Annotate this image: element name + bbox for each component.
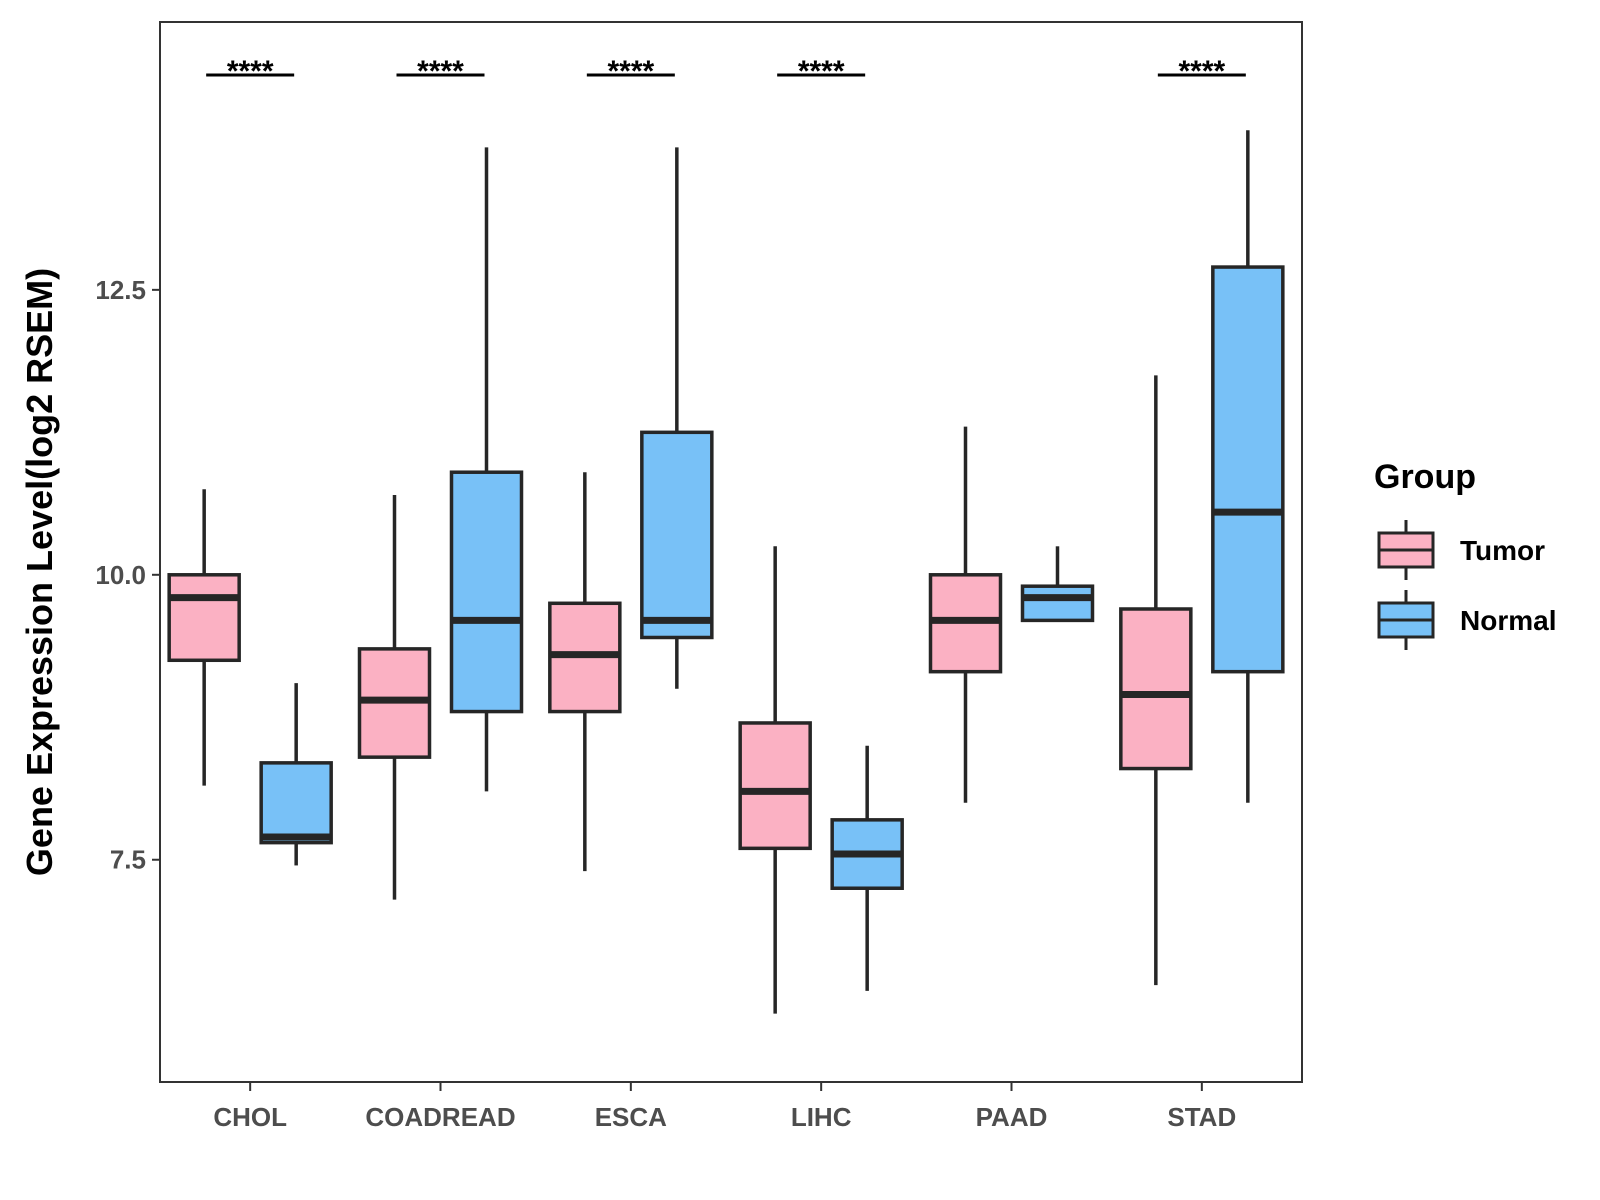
significance-stars: ****	[607, 55, 654, 88]
box-body	[1020, 584, 1095, 623]
box-normal-stad	[1211, 130, 1285, 803]
legend-item-tumor: Tumor	[1377, 520, 1545, 580]
x-tick-label-lihc: LIHC	[791, 1102, 852, 1132]
significance-annotations: **** **** **** **** ****	[206, 55, 1246, 88]
significance-chol: ****	[206, 55, 295, 88]
box-body	[449, 470, 524, 714]
box-tumor-coadread	[357, 495, 432, 900]
plot-panel-border	[159, 21, 1303, 1083]
significance-esca: ****	[586, 55, 675, 88]
box-tumor-lihc	[738, 546, 812, 1014]
x-tick-label-chol: CHOL	[213, 1102, 287, 1132]
y-tick-label: 10.0	[95, 560, 146, 590]
significance-lihc: ****	[777, 55, 866, 88]
legend-label-normal: Normal	[1460, 605, 1556, 636]
box-body	[259, 761, 333, 845]
significance-stars: ****	[227, 55, 274, 88]
box-normal-lihc	[830, 745, 904, 991]
x-tick-label-coadread: COADREAD	[365, 1102, 515, 1132]
box-body	[167, 573, 241, 663]
box-tumor-chol	[167, 489, 241, 786]
significance-coadread: ****	[396, 55, 485, 88]
axes: 7.5 10.0 12.5 CHOL COADREAD ESCA LIHC PAAD STAD G…	[19, 21, 1303, 1132]
y-axis-title: Gene Expression Level(log2 RSEM)	[19, 268, 60, 876]
significance-stad: ****	[1157, 55, 1246, 88]
legend-title: Group	[1374, 458, 1476, 496]
significance-stars: ****	[1178, 55, 1225, 88]
box-tumor-paad	[928, 426, 1003, 803]
box-body	[1119, 607, 1193, 771]
legend-label-tumor: Tumor	[1460, 535, 1545, 566]
box-body	[738, 721, 812, 851]
box-series	[167, 130, 1285, 1014]
x-tick-label-paad: PAAD	[976, 1102, 1048, 1132]
box-body	[1211, 265, 1285, 674]
y-tick-label: 7.5	[110, 845, 146, 875]
legend: Group Tumor Normal	[1374, 458, 1556, 650]
significance-stars: ****	[417, 55, 464, 88]
box-tumor-stad	[1119, 375, 1193, 986]
box-normal-chol	[259, 683, 333, 866]
significance-stars: ****	[798, 55, 845, 88]
box-normal-paad	[1020, 546, 1095, 623]
box-body	[640, 430, 714, 640]
x-tick-label-esca: ESCA	[595, 1102, 667, 1132]
legend-item-normal: Normal	[1377, 590, 1556, 650]
box-normal-esca	[640, 147, 714, 689]
y-tick-label: 12.5	[95, 275, 146, 305]
box-normal-coadread	[449, 147, 524, 792]
box-tumor-esca	[548, 472, 622, 872]
x-tick-label-stad: STAD	[1167, 1102, 1236, 1132]
